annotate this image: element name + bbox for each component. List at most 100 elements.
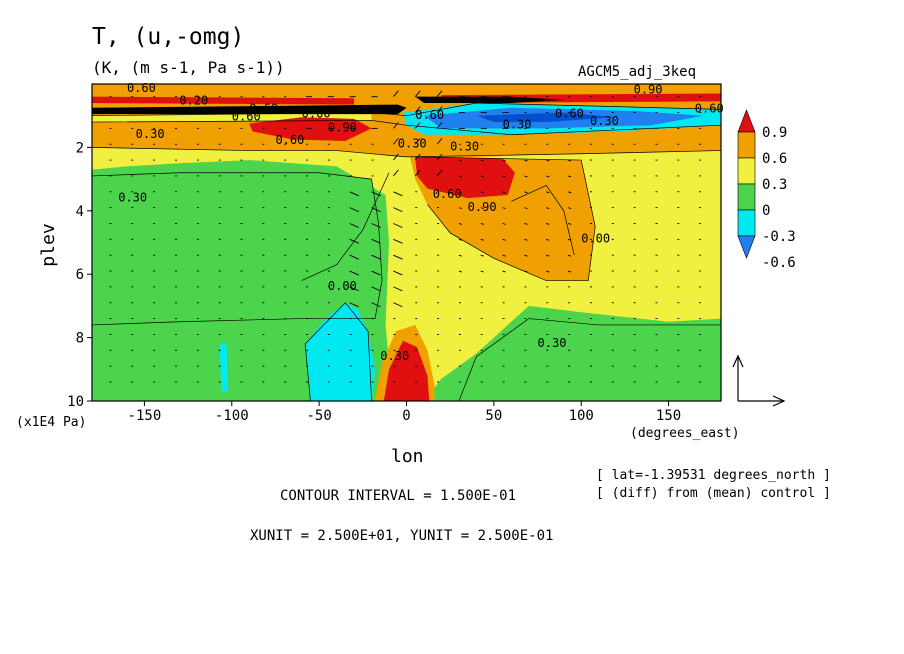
vector-arrow	[371, 223, 381, 228]
region-upper-deepblue	[476, 112, 617, 123]
upper-black-band	[92, 96, 564, 115]
contour-line	[92, 172, 383, 326]
contour-label: 0.90	[468, 200, 497, 214]
vector-arrow	[371, 238, 381, 244]
vector-arrow	[458, 223, 463, 225]
vector-units: XUNIT = 2.500E+01, YUNIT = 2.500E-01	[250, 528, 554, 544]
colorbar-bottom-triangle	[737, 235, 756, 259]
region-small-cyan	[219, 343, 229, 392]
contour-label: 0.30	[380, 349, 409, 363]
vector-arrow	[393, 286, 403, 292]
y-tick-label: 8	[76, 331, 84, 347]
chart-title: T, (u,-omg)	[92, 24, 245, 50]
contour-line	[92, 120, 721, 136]
vector-arrow	[436, 90, 443, 97]
colorbar-label: 0.6	[762, 151, 787, 167]
vector-arrow	[371, 254, 381, 260]
region-east-low-green	[458, 318, 721, 401]
vector-arrow	[546, 238, 550, 241]
vector-arrow	[502, 238, 506, 241]
vector-arrow	[480, 238, 484, 241]
vector-arrow	[480, 191, 484, 194]
vector-arrow	[436, 137, 443, 145]
vector-arrow	[371, 207, 381, 213]
vector-arrow	[567, 175, 572, 178]
contour-label: 0.60	[127, 81, 156, 95]
vector-arrow	[393, 137, 399, 145]
chart-subtitle: (K, (m s-1, Pa s-1))	[92, 58, 285, 77]
vector-arrow	[393, 153, 399, 161]
vector-arrow	[371, 270, 381, 276]
vector-arrow	[393, 207, 403, 213]
x-tick-label: -50	[306, 408, 331, 424]
contour-label: 0.60	[275, 133, 304, 147]
contour-line	[304, 302, 372, 401]
vector-arrow	[458, 270, 463, 273]
vector-arrow	[546, 254, 550, 257]
contour-label: 0.60	[433, 187, 462, 201]
vector-arrow	[393, 254, 403, 260]
vector-arrow	[414, 137, 421, 145]
vector-arrow	[567, 270, 572, 273]
region-upper-west-red	[249, 117, 372, 142]
vector-arrow	[480, 223, 484, 225]
vector-arrow	[393, 169, 399, 177]
vector-arrow	[567, 191, 572, 194]
vector-arrow	[436, 122, 443, 129]
vector-arrow	[393, 270, 403, 276]
vector-arrow	[458, 175, 463, 178]
colorbar-top-triangle	[737, 109, 756, 133]
y-axis-label: plev	[38, 223, 59, 266]
vector-arrow	[480, 254, 484, 257]
vector-field	[109, 90, 702, 383]
vector-arrow	[349, 191, 359, 197]
vector-arrow	[502, 191, 506, 194]
vector-arrow	[393, 302, 403, 308]
vector-arrow	[502, 254, 506, 257]
contour-label: 0.20	[179, 94, 208, 108]
vector-arrow	[524, 207, 528, 210]
vector-arrow	[546, 207, 550, 210]
x-tick-label: -100	[215, 408, 249, 424]
vector-arrow	[567, 159, 572, 162]
vector-arrow	[414, 153, 421, 161]
vector-arrow	[436, 106, 443, 113]
colorbar-label: 0	[762, 203, 770, 219]
vector-arrow	[393, 90, 399, 97]
x-tick-label: 0	[402, 408, 410, 424]
vector-arrow	[502, 207, 506, 210]
contour-line	[415, 156, 596, 281]
reference-vector	[732, 354, 786, 407]
vector-arrow	[371, 191, 381, 197]
vector-arrow	[349, 286, 359, 292]
vector-arrow	[567, 223, 572, 225]
colorbar-label: 0.3	[762, 177, 787, 193]
vector-arrow	[414, 90, 421, 97]
contour-line	[511, 185, 575, 256]
contour-label: 0.60	[302, 106, 331, 120]
contour-label: 0.30	[590, 114, 619, 128]
dataset-label: AGCM5_adj_3keq	[578, 64, 697, 80]
contour-label: 0.00	[328, 279, 357, 293]
vector-arrow	[349, 302, 359, 308]
contour-label: 0.60	[415, 108, 444, 122]
vector-arrow	[546, 223, 550, 225]
vector-arrow	[349, 254, 359, 260]
vector-arrow	[524, 175, 528, 178]
colorbar-label: 0.9	[762, 125, 787, 141]
region-west-green	[92, 169, 383, 325]
vector-arrow	[524, 254, 528, 257]
y-tick-label: 6	[76, 267, 84, 283]
vector-arrow	[393, 122, 399, 129]
contour-labels: 0.60 0.60 0.30 0.20 0.60 0.60 0.90 0.60 0.30 0.00…	[118, 81, 723, 363]
contour-interval: CONTOUR INTERVAL = 1.500E-01	[280, 488, 517, 504]
vector-arrow	[502, 175, 506, 178]
vector-arrow	[480, 207, 484, 210]
contour-line	[458, 318, 721, 401]
colorbar: 0.9 0.6 0.3 0 -0.3 -0.6	[737, 109, 796, 271]
vector-arrow	[524, 270, 528, 273]
x-tick-label: 50	[485, 408, 502, 424]
vector-arrow	[524, 159, 528, 162]
x-tick-label: 100	[569, 408, 594, 424]
colorbar-swatch	[737, 209, 756, 237]
